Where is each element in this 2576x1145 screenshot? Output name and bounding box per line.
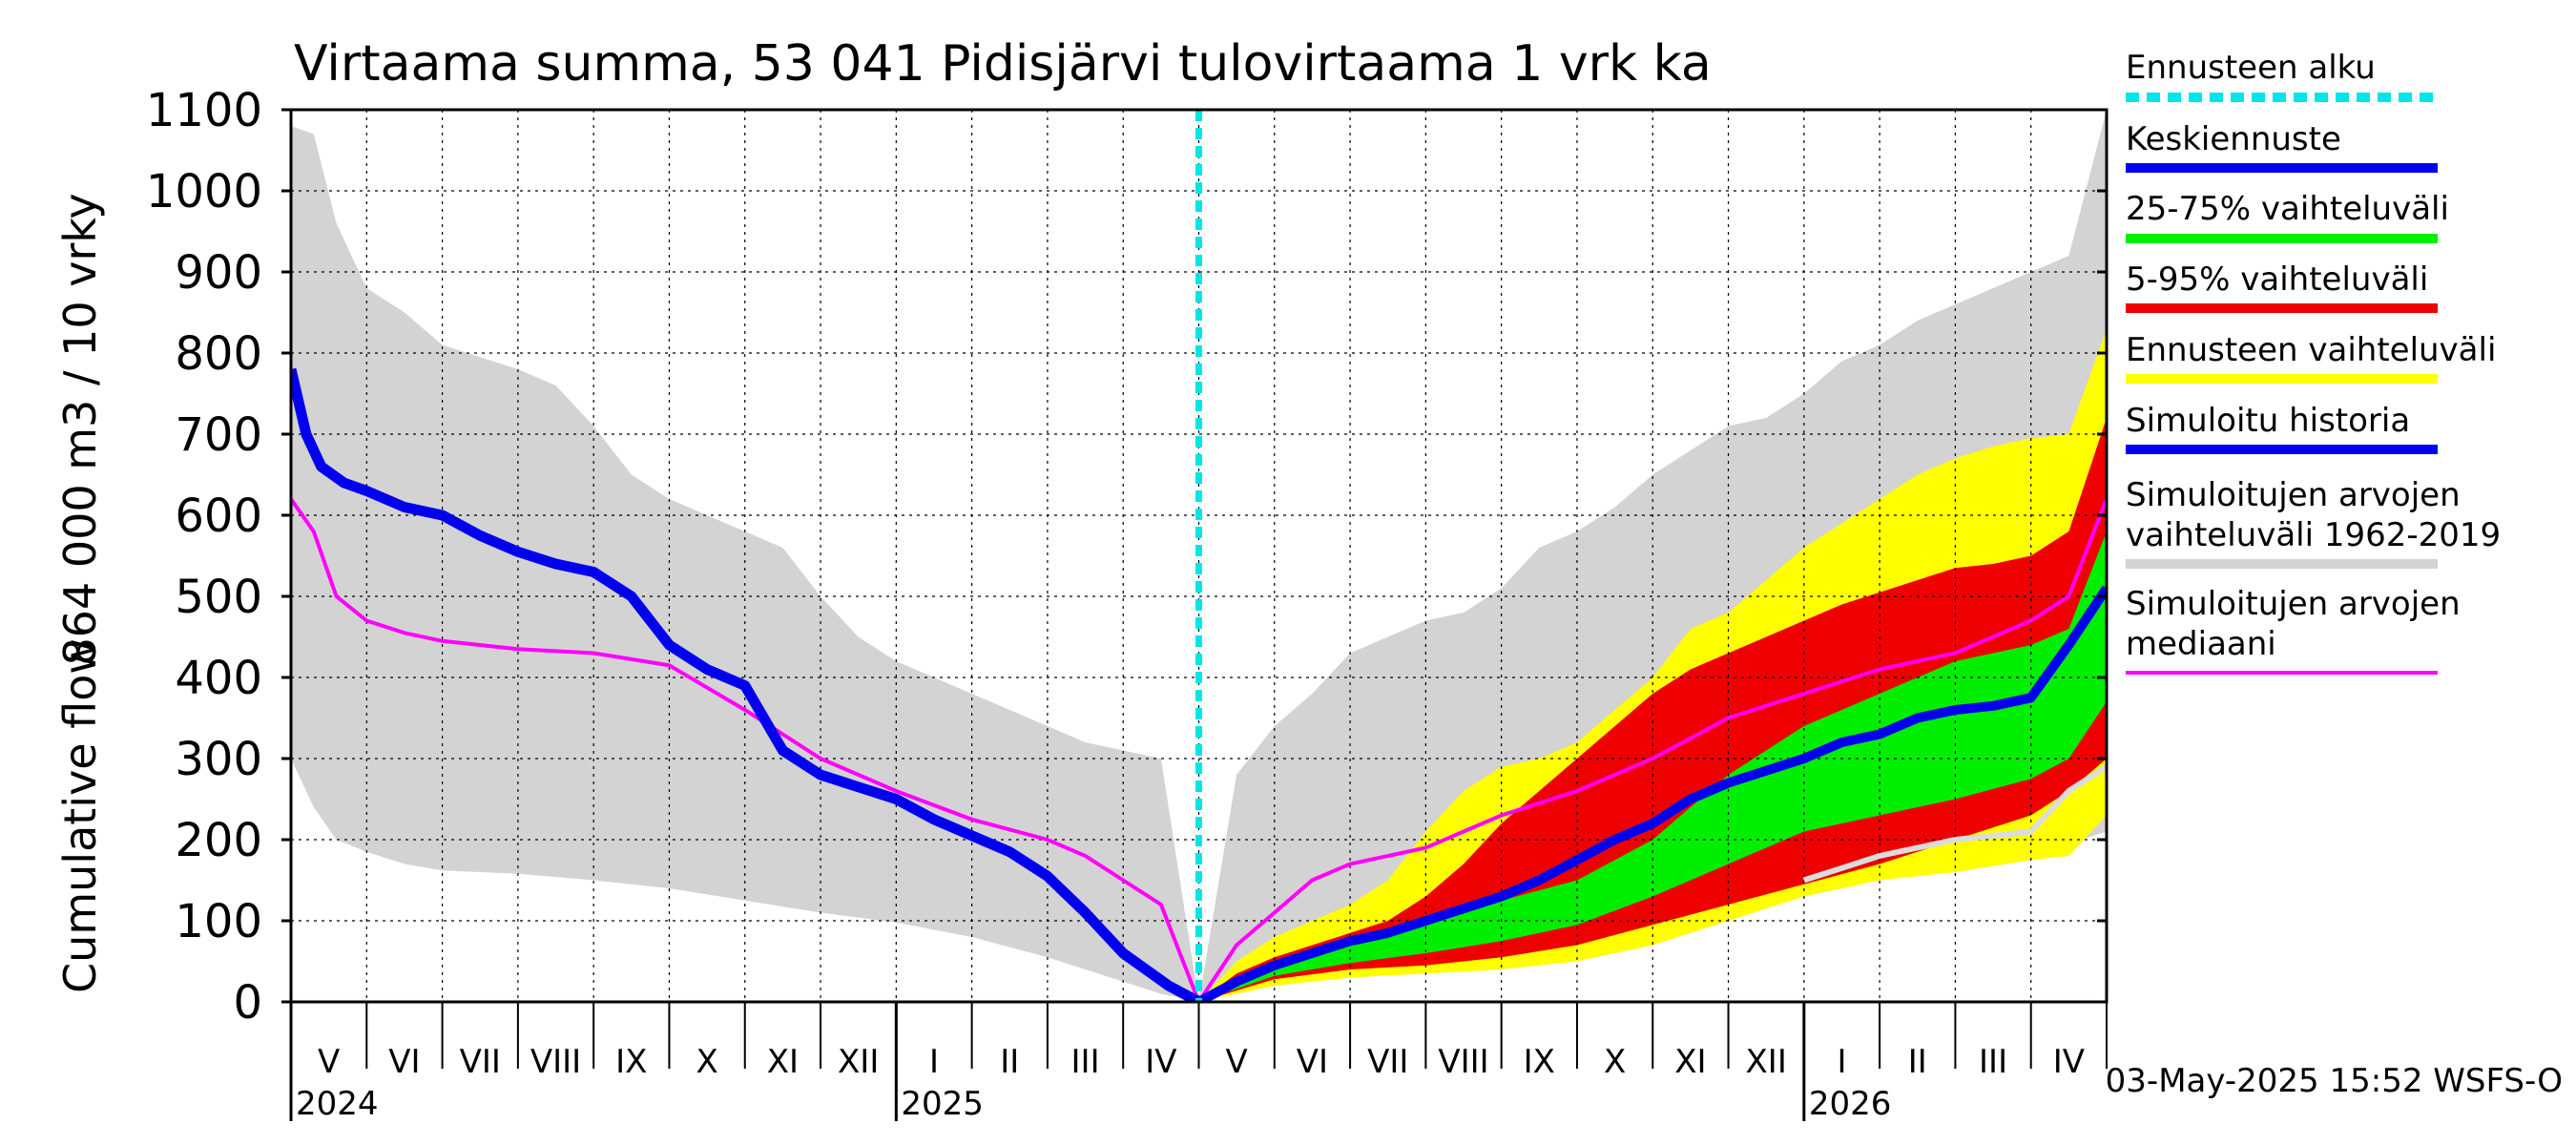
legend-label: 5-95% vaihteluväli <box>2126 260 2428 299</box>
x-month-label: XI <box>767 1043 799 1081</box>
y-tick-label: 300 <box>175 733 262 786</box>
x-month-label: II <box>1908 1043 1927 1081</box>
footer-timestamp: 03-May-2025 15:52 WSFS-O <box>2106 1062 2563 1100</box>
legend-label: Ennusteen alku <box>2126 49 2376 87</box>
sim-light-line <box>1802 763 2107 884</box>
legend-label: Ennusteen vaihteluväli <box>2126 331 2496 369</box>
y-tick-label: 1000 <box>146 165 262 219</box>
sim-median-line <box>291 497 2107 1002</box>
legend-label: Simuloitu historia <box>2126 402 2410 440</box>
x-month-label: X <box>1604 1043 1626 1081</box>
legend: Ennusteen alku Keskiennuste 25-75% vaihtel… <box>2126 49 2501 675</box>
x-month-label: I <box>929 1043 939 1081</box>
x-month-label: II <box>1000 1043 1019 1081</box>
legend-label-line2: mediaani <box>2126 625 2276 663</box>
band-25-75-area <box>1198 531 2107 1002</box>
x-year-label: 2026 <box>1809 1085 1892 1123</box>
x-month-label: IV <box>1145 1043 1176 1081</box>
y-tick-label: 800 <box>175 327 262 381</box>
x-month-label: VII <box>460 1043 501 1081</box>
y-tick-label: 100 <box>175 895 262 948</box>
x-month-label: VI <box>388 1043 420 1081</box>
y-tick-label: 1100 <box>146 84 262 137</box>
legend-label: Keskiennuste <box>2126 120 2341 158</box>
x-month-label: IV <box>2053 1043 2085 1081</box>
y-axis-label-line1: 864 000 m3 / 10 vrky <box>54 193 106 665</box>
y-axis-label-line2: Cumulative flow <box>54 638 106 993</box>
x-month-label: III <box>1979 1043 2007 1081</box>
legend-label: Simuloitujen arvojen <box>2126 585 2461 623</box>
y-tick-label: 0 <box>233 976 262 1030</box>
x-month-label: VIII <box>530 1043 581 1081</box>
x-month-label: VII <box>1367 1043 1408 1081</box>
plot-lines <box>291 110 2107 1002</box>
x-month-label: I <box>1837 1043 1846 1081</box>
x-month-label: III <box>1071 1043 1100 1081</box>
x-year-label: 2024 <box>296 1085 379 1123</box>
x-month-label: XI <box>1674 1043 1706 1081</box>
sim-history-line <box>291 367 1202 1002</box>
y-tick-label: 700 <box>175 408 262 462</box>
y-tick-label: 200 <box>175 814 262 867</box>
x-month-label: XII <box>838 1043 879 1081</box>
x-year-label: 2025 <box>901 1085 984 1123</box>
x-month-label: IX <box>1524 1043 1555 1081</box>
legend-label: 25-75% vaihteluväli <box>2126 190 2449 228</box>
x-month-label: VIII <box>1438 1043 1488 1081</box>
x-month-label: X <box>696 1043 717 1081</box>
y-tick-label: 500 <box>175 571 262 624</box>
legend-label: Simuloitujen arvojen <box>2126 476 2461 514</box>
x-month-label: V <box>1226 1043 1248 1081</box>
y-tick-label: 600 <box>175 489 262 543</box>
y-tick-label: 900 <box>175 246 262 300</box>
x-month-label: V <box>318 1043 340 1081</box>
legend-label-line2: vaihteluväli 1962-2019 <box>2126 516 2501 554</box>
y-axis-label: 864 000 m3 / 10 vrky Cumulative flow <box>54 193 106 993</box>
y-tick-label: 400 <box>175 652 262 705</box>
x-month-label: VI <box>1297 1043 1328 1081</box>
mean-forecast-line <box>1196 585 2107 1002</box>
x-month-label: IX <box>615 1043 647 1081</box>
x-month-label: XII <box>1746 1043 1787 1081</box>
chart-title: Virtaama summa, 53 041 Pidisjärvi tulovi… <box>294 35 1712 93</box>
